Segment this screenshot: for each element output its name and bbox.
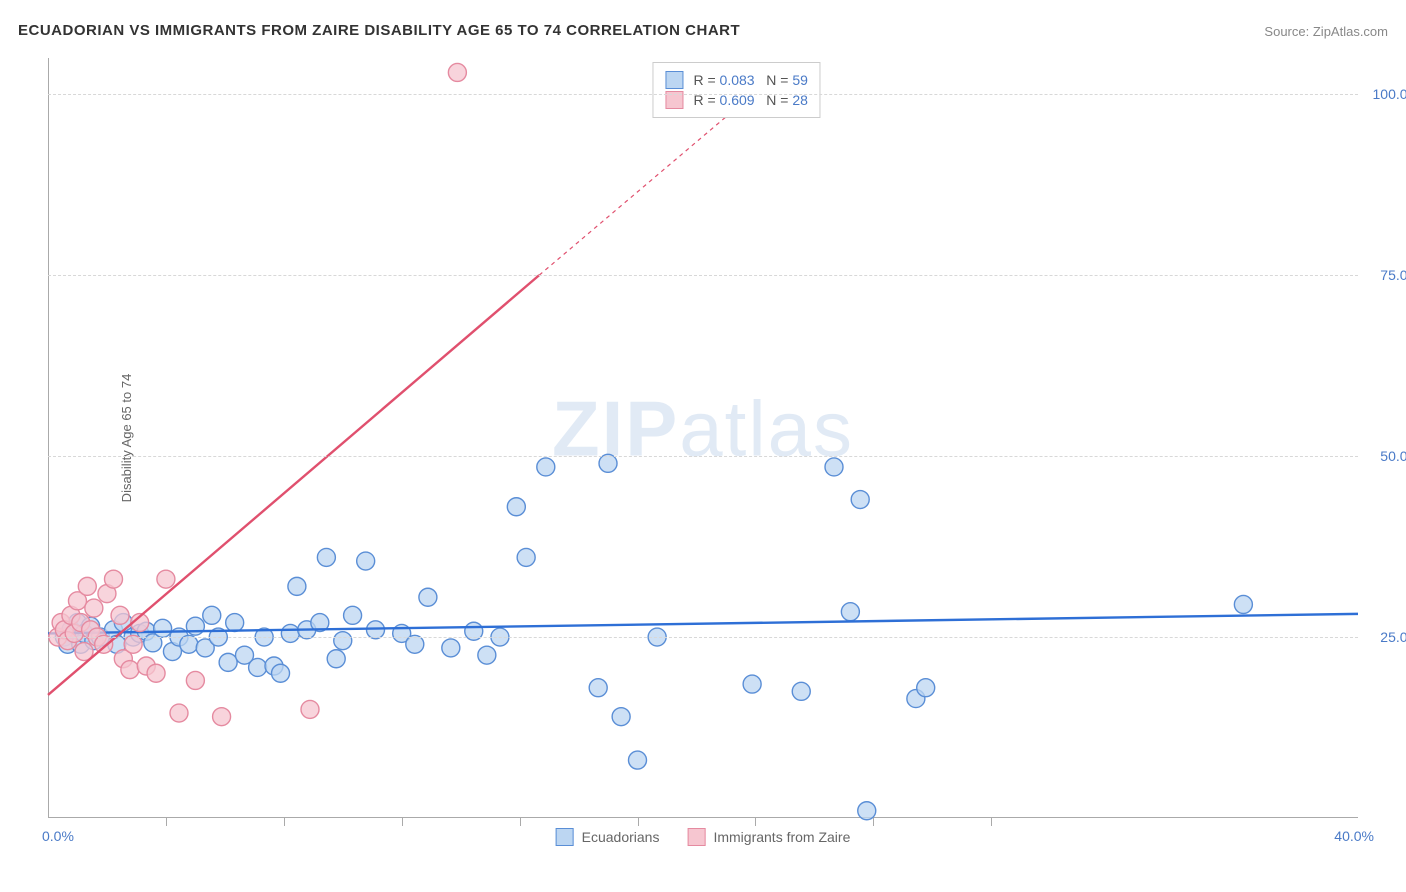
x-tick-mark [166,818,167,826]
scatter-point-zaire [170,704,188,722]
series-legend-label-zaire: Immigrants from Zaire [713,829,850,845]
scatter-point-ecuadorians [1234,595,1252,613]
scatter-point-zaire [105,570,123,588]
trend-line-ecuadorians [48,614,1358,634]
x-tick-mark [638,818,639,826]
series-legend-label-ecuadorians: Ecuadorians [582,829,660,845]
scatter-point-zaire [121,661,139,679]
x-tick-mark [873,818,874,826]
scatter-point-ecuadorians [792,682,810,700]
series-legend-swatch-ecuadorians [556,828,574,846]
x-tick-mark [402,818,403,826]
scatter-point-ecuadorians [154,619,172,637]
y-tick-label: 100.0% [1373,86,1406,102]
scatter-point-zaire [301,700,319,718]
scatter-point-zaire [147,664,165,682]
scatter-point-ecuadorians [442,639,460,657]
scatter-point-ecuadorians [917,679,935,697]
scatter-point-ecuadorians [851,491,869,509]
y-tick-label: 25.0% [1380,629,1406,645]
scatter-point-ecuadorians [226,614,244,632]
legend-row-ecuadorians: R = 0.083 N = 59 [665,71,807,89]
x-axis-origin-label: 0.0% [42,828,74,844]
scatter-point-ecuadorians [743,675,761,693]
scatter-point-ecuadorians [629,751,647,769]
legend-swatch-ecuadorians [665,71,683,89]
scatter-point-zaire [111,606,129,624]
gridline-h [48,637,1358,638]
scatter-point-ecuadorians [419,588,437,606]
scatter-point-ecuadorians [589,679,607,697]
scatter-point-ecuadorians [272,664,290,682]
gridline-h [48,456,1358,457]
scatter-point-zaire [448,63,466,81]
plot-svg [48,58,1358,818]
scatter-point-ecuadorians [203,606,221,624]
scatter-point-ecuadorians [537,458,555,476]
scatter-point-ecuadorians [357,552,375,570]
x-tick-mark [520,818,521,826]
x-tick-mark [991,818,992,826]
x-tick-mark [284,818,285,826]
y-tick-label: 50.0% [1380,448,1406,464]
series-legend: Ecuadorians Immigrants from Zaire [556,828,851,846]
scatter-point-ecuadorians [478,646,496,664]
x-tick-mark [755,818,756,826]
correlation-legend: R = 0.083 N = 59R = 0.609 N = 28 [652,62,820,118]
scatter-point-ecuadorians [612,708,630,726]
scatter-point-ecuadorians [334,632,352,650]
scatter-point-zaire [78,577,96,595]
series-legend-item-ecuadorians: Ecuadorians [556,828,660,846]
scatter-point-ecuadorians [288,577,306,595]
series-legend-swatch-zaire [687,828,705,846]
scatter-point-ecuadorians [517,548,535,566]
scatter-point-zaire [213,708,231,726]
x-axis-end-label: 40.0% [1334,828,1374,844]
gridline-h [48,94,1358,95]
legend-stats-ecuadorians: R = 0.083 N = 59 [693,72,807,88]
scatter-point-ecuadorians [327,650,345,668]
source-label: Source: [1264,24,1309,39]
y-tick-label: 75.0% [1380,267,1406,283]
scatter-point-ecuadorians [281,624,299,642]
plot-area: Disability Age 65 to 74 ZIPatlas R = 0.0… [48,58,1358,818]
scatter-point-ecuadorians [317,548,335,566]
scatter-point-ecuadorians [507,498,525,516]
gridline-h [48,275,1358,276]
scatter-point-ecuadorians [825,458,843,476]
scatter-point-ecuadorians [344,606,362,624]
scatter-point-ecuadorians [841,603,859,621]
series-legend-item-zaire: Immigrants from Zaire [687,828,850,846]
scatter-point-ecuadorians [249,658,267,676]
scatter-point-zaire [186,671,204,689]
scatter-point-ecuadorians [219,653,237,671]
chart-title: ECUADORIAN VS IMMIGRANTS FROM ZAIRE DISA… [18,22,740,39]
scatter-point-zaire [85,599,103,617]
scatter-point-zaire [157,570,175,588]
source-value: ZipAtlas.com [1313,24,1388,39]
source-credit: Source: ZipAtlas.com [1264,24,1388,39]
